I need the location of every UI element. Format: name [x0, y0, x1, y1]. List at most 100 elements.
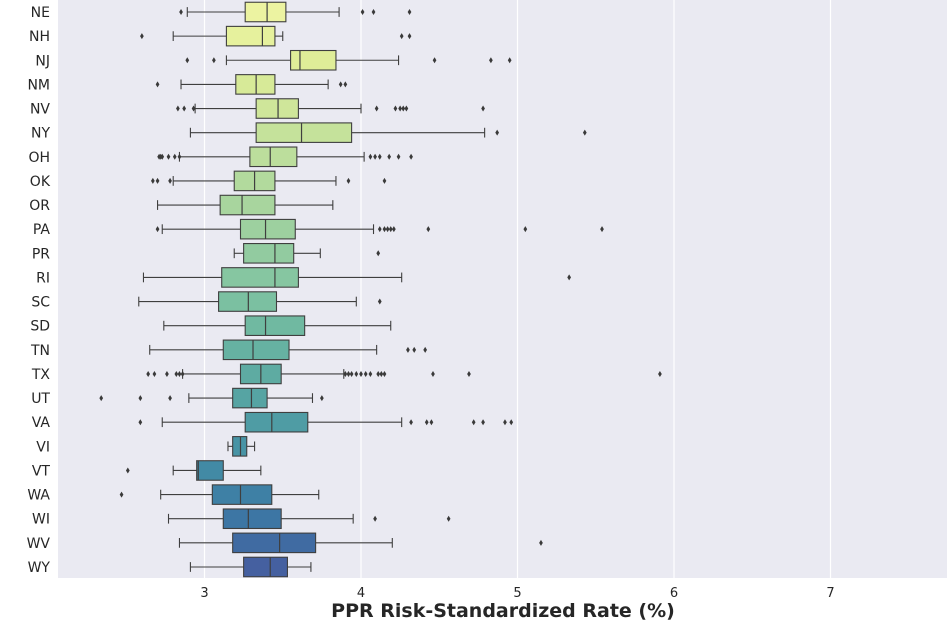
- iqr-box: [243, 243, 295, 264]
- outlier-point: [424, 419, 429, 426]
- y-tick-label-NE: NE: [31, 5, 50, 21]
- outlier-point: [509, 419, 514, 426]
- box-WV: [178, 532, 543, 554]
- outlier-point: [177, 153, 182, 160]
- outlier-point: [401, 105, 406, 112]
- iqr-box: [235, 74, 276, 95]
- outlier-point: [374, 105, 379, 112]
- outlier-point: [523, 226, 528, 233]
- outlier-point: [388, 226, 393, 233]
- outlier-point: [165, 370, 169, 377]
- outlier-point: [140, 33, 144, 40]
- outlier-point: [406, 346, 410, 353]
- box-PR: [233, 243, 381, 264]
- y-tick-label-WI: WI: [32, 512, 50, 528]
- outlier-point: [354, 370, 359, 377]
- outlier-point: [180, 370, 185, 377]
- iqr-box: [239, 218, 296, 240]
- outlier-point: [179, 9, 183, 15]
- box-OH: [157, 146, 413, 168]
- outlier-point: [125, 467, 130, 474]
- outlier-point: [399, 33, 404, 40]
- outlier-point: [393, 105, 398, 112]
- y-tick-label-NJ: NJ: [35, 53, 50, 69]
- x-tick-labels: 3 4 5 6 7: [200, 586, 834, 601]
- y-tick-label-NM: NM: [27, 77, 50, 93]
- y-tick-label-NV: NV: [30, 102, 50, 118]
- x-tick-label-4: 4: [357, 586, 365, 601]
- outlier-point: [368, 370, 373, 377]
- outlier-point: [346, 177, 351, 184]
- iqr-box: [244, 1, 287, 23]
- y-tick-label-NH: NH: [29, 29, 50, 45]
- outlier-point: [373, 153, 377, 160]
- box-WY: [189, 556, 312, 578]
- outlier-point: [503, 419, 507, 426]
- outlier-point: [160, 153, 165, 160]
- outlier-point: [392, 226, 396, 233]
- iqr-box: [225, 25, 276, 47]
- outlier-point: [155, 226, 160, 233]
- y-tick-labels: NE NH NJ NM NV NY OH OK OR PA PR RI SC SD TN TX UT VA VI VT…: [27, 5, 51, 576]
- y-tick-label-VT: VT: [32, 463, 51, 479]
- outlier-point: [379, 370, 384, 377]
- box-SC: [138, 291, 382, 312]
- y-tick-label-TX: TX: [31, 367, 51, 383]
- y-tick-label-PA: PA: [33, 222, 51, 238]
- outlier-point: [376, 250, 381, 257]
- outlier-point: [150, 177, 155, 184]
- box-NV: [176, 98, 485, 119]
- outlier-point: [191, 105, 196, 112]
- outlier-point: [409, 153, 413, 160]
- outlier-point: [176, 105, 180, 112]
- outlier-point: [467, 370, 471, 377]
- y-tick-label-UT: UT: [31, 391, 50, 407]
- outlier-point: [155, 177, 160, 184]
- outlier-point: [360, 9, 365, 15]
- outlier-point: [146, 370, 151, 377]
- outlier-point: [99, 395, 104, 402]
- iqr-box: [219, 194, 276, 216]
- box-WI: [167, 508, 451, 530]
- outlier-point: [382, 177, 387, 184]
- y-tick-label-OH: OH: [28, 150, 50, 166]
- iqr-box: [218, 291, 278, 312]
- outlier-point: [377, 298, 382, 305]
- y-tick-label-OR: OR: [29, 198, 50, 214]
- box-VI: [227, 436, 256, 457]
- outlier-point: [166, 153, 171, 160]
- box-PA: [155, 218, 604, 240]
- outlier-point: [363, 370, 368, 377]
- box-NM: [155, 74, 348, 95]
- box-NE: [179, 1, 412, 23]
- y-tick-label-OK: OK: [30, 174, 51, 190]
- outlier-point: [359, 370, 363, 377]
- x-tick-label-7: 7: [826, 586, 834, 601]
- outlier-point: [600, 226, 604, 233]
- outlier-point: [481, 105, 485, 112]
- iqr-box: [221, 267, 299, 288]
- outlier-point: [338, 81, 343, 88]
- outlier-point: [371, 9, 376, 15]
- outlier-point: [409, 419, 413, 426]
- iqr-box: [222, 508, 282, 530]
- outlier-point: [212, 57, 216, 64]
- box-TN: [149, 339, 428, 361]
- box-WA: [119, 484, 320, 505]
- outlier-point: [432, 57, 437, 64]
- outlier-point: [138, 419, 143, 426]
- outlier-point: [658, 370, 662, 377]
- outlier-point: [387, 153, 392, 160]
- iqr-box: [211, 484, 273, 505]
- iqr-box: [244, 411, 309, 433]
- outlier-point: [185, 57, 190, 64]
- y-tick-label-TN: TN: [30, 343, 50, 359]
- outlier-point: [174, 370, 179, 377]
- outlier-point: [412, 346, 417, 353]
- outlier-point: [382, 226, 387, 233]
- box-OK: [150, 170, 387, 192]
- outlier-point: [119, 491, 124, 498]
- plot-area: [58, 0, 947, 578]
- outlier-point: [385, 226, 390, 233]
- y-tick-label-VI: VI: [36, 439, 50, 455]
